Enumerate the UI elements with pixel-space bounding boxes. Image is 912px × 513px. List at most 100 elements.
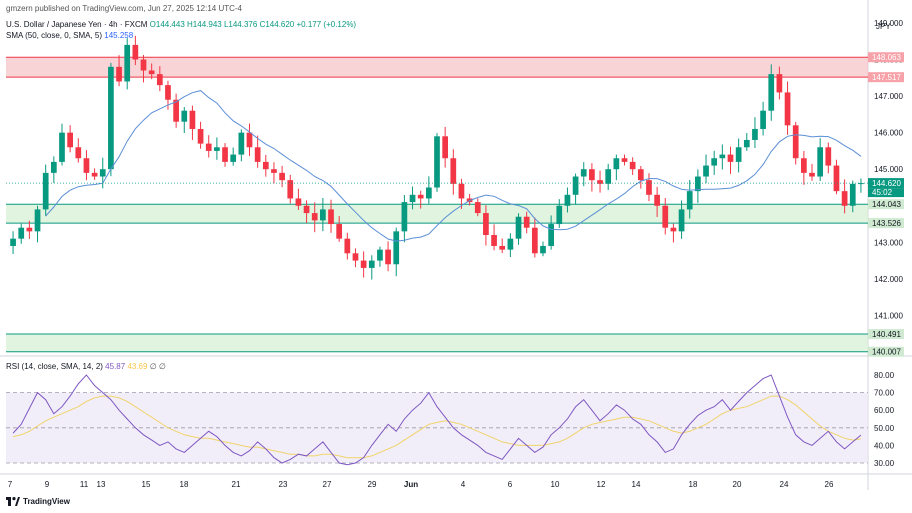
time-tick-label: 11 — [80, 480, 89, 489]
rsi-na-1: ∅ — [149, 362, 157, 371]
candle-body — [238, 132, 245, 155]
candle-body — [156, 74, 163, 86]
candle-body — [205, 143, 212, 151]
candle-body — [26, 227, 33, 232]
rsi-legend[interactable]: RSI (14, close, SMA, 14, 2) 45.87 43.69 … — [6, 362, 166, 371]
candle-body — [262, 161, 269, 170]
candle-body — [254, 147, 261, 162]
ohlc-close: C144.620 — [259, 20, 295, 29]
candle-body — [483, 213, 489, 236]
candle-body — [189, 110, 196, 129]
candle-body — [246, 132, 253, 148]
candle-body — [42, 172, 49, 210]
candle-body — [132, 44, 139, 60]
candle-body — [768, 74, 775, 111]
badge-support-high: 144.043 — [872, 200, 901, 209]
candle-body — [801, 158, 807, 173]
ohlc-low: L144.376 — [223, 20, 258, 29]
candle-body — [124, 44, 131, 82]
time-tick-label: 27 — [323, 480, 332, 489]
candle-body — [825, 147, 832, 166]
time-tick-label: 6 — [508, 480, 513, 489]
time-tick-label: 14 — [632, 480, 641, 489]
candle-body — [678, 209, 685, 232]
candle-body — [686, 191, 693, 210]
badge-support-low-bg — [868, 218, 904, 229]
candle-body — [116, 66, 122, 82]
candle-body — [214, 147, 220, 151]
candle-body — [271, 169, 277, 173]
badge-lower-high: 140.491 — [872, 330, 901, 339]
candle-body — [165, 85, 171, 100]
badge-lower-high-bg — [868, 329, 904, 340]
candle-body — [108, 66, 114, 170]
candle-body — [197, 128, 204, 144]
time-tick-label: 12 — [597, 480, 606, 489]
ohlc-change: +0.177 (+0.12%) — [296, 20, 357, 29]
badge-resistance-low-bg — [868, 72, 904, 83]
candle-body — [849, 183, 856, 206]
candle-body — [458, 183, 465, 199]
candle-body — [311, 213, 318, 221]
candle-body — [589, 169, 595, 181]
candle-body — [450, 158, 457, 184]
candle-body — [629, 161, 636, 170]
footer-brand[interactable]: TradingView — [6, 497, 70, 506]
tradingview-logo-icon — [6, 497, 20, 506]
sma-label: SMA (50, close, 0, SMA, 5) — [6, 31, 103, 40]
time-tick-label: 9 — [45, 480, 50, 489]
candle-body — [303, 205, 310, 214]
price-tick-label: 142.000 — [874, 275, 903, 284]
candle-body — [580, 169, 587, 177]
candle-body — [531, 227, 538, 254]
price-tick-label: 147.000 — [874, 92, 903, 101]
time-tick-label: 18 — [180, 480, 189, 489]
candle-body — [320, 209, 326, 221]
candle-body — [597, 180, 603, 184]
candle-body — [67, 132, 73, 148]
candle-body — [711, 158, 718, 166]
rsi-ma-line — [12, 395, 861, 459]
candle-body — [393, 231, 400, 265]
candle-body — [59, 132, 65, 162]
candle-body — [621, 158, 628, 162]
badge-current-price: 144.620 — [872, 179, 901, 188]
time-tick-label: Jun — [404, 480, 418, 489]
badge-resistance-high: 148.063 — [872, 53, 901, 62]
candle-body — [222, 147, 228, 162]
candle-body — [507, 238, 514, 250]
candle-body — [833, 165, 840, 192]
candle-body — [385, 249, 391, 265]
candle-body — [287, 180, 294, 199]
badge-resistance-low: 147.517 — [872, 73, 901, 82]
candle-body — [83, 158, 90, 173]
candle-body — [417, 194, 424, 199]
candle-body — [605, 169, 612, 184]
candle-body — [474, 202, 481, 214]
candle-body — [344, 238, 351, 254]
price-tick-label: 146.000 — [874, 129, 903, 138]
sma-value: 145.258 — [104, 31, 134, 40]
candle-body — [401, 202, 408, 232]
candle-body — [279, 172, 285, 181]
candle-body — [817, 147, 824, 177]
ohlc-open: O144.443 — [149, 20, 185, 29]
candle-body — [442, 136, 449, 159]
rsi-tick-label: 80.00 — [874, 371, 895, 380]
sma-line — [45, 90, 862, 242]
rsi-ma-value: 43.69 — [127, 362, 148, 371]
candle-body — [99, 169, 106, 177]
rsi-tick-label: 60.00 — [874, 406, 895, 415]
candle-body — [148, 70, 155, 75]
candle-body — [735, 147, 742, 162]
sma-legend[interactable]: SMA (50, close, 0, SMA, 5) 145.258 — [6, 31, 133, 40]
symbol-legend[interactable]: U.S. Dollar / Japanese Yen · 4h · FXCM O… — [6, 20, 356, 29]
price-tick-label: 145.000 — [874, 165, 903, 174]
candle-body — [328, 209, 334, 225]
candle-body — [792, 125, 799, 159]
candle-body — [809, 172, 815, 177]
time-tick-label: 20 — [733, 480, 742, 489]
candle-body — [50, 161, 57, 173]
time-tick-label: 10 — [551, 480, 560, 489]
